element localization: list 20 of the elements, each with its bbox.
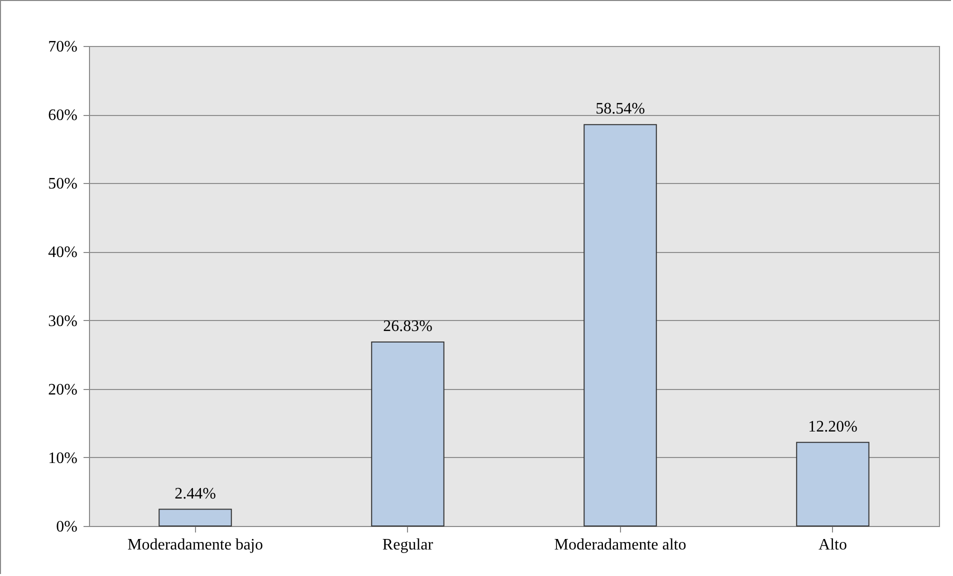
bar	[371, 342, 444, 526]
y-tick-label: 10%	[48, 450, 78, 467]
y-tick-label: 0%	[56, 518, 78, 536]
bar	[158, 508, 232, 526]
y-tick-label: 50%	[48, 176, 78, 193]
data-label: 26.83%	[383, 318, 432, 336]
y-tick-label: 40%	[48, 244, 78, 262]
bar	[584, 124, 657, 526]
data-label: 2.44%	[174, 485, 216, 502]
y-tick-label: 60%	[48, 107, 78, 124]
y-tick-label: 70%	[48, 38, 78, 56]
y-tick-label: 20%	[48, 381, 78, 398]
x-tick-label: Regular	[382, 536, 434, 554]
x-tick-label: Moderadamente alto	[554, 536, 686, 554]
y-tick-label: 30%	[48, 312, 78, 330]
data-label: 12.20%	[808, 418, 858, 436]
x-tick-label: Moderadamente bajo	[128, 536, 263, 554]
bar	[796, 442, 870, 526]
x-tick-label: Alto	[818, 536, 847, 554]
data-label: 58.54%	[596, 100, 645, 118]
